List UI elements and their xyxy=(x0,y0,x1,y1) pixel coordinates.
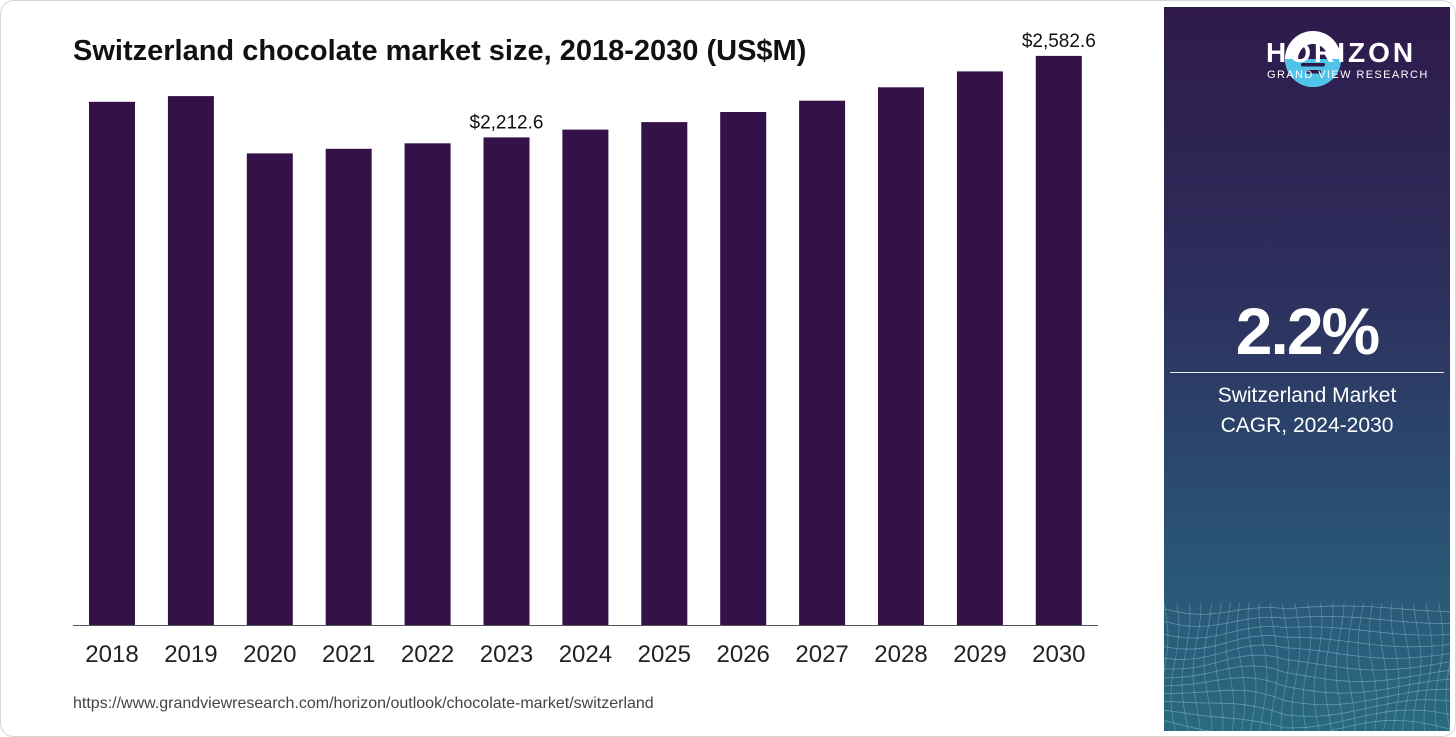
bar-chart: 2018 2019 2020 2021 2022 2023 2024 2025 2026 2027… xyxy=(73,31,1098,668)
data-label: $2,212.6 xyxy=(470,112,544,133)
bar-2020 xyxy=(246,153,293,625)
bar-2029 xyxy=(956,71,1003,625)
x-tick-label: 2022 xyxy=(401,641,454,668)
x-tick-label: 2020 xyxy=(243,641,296,668)
bar-2019 xyxy=(167,96,214,626)
x-tick-label: 2027 xyxy=(795,641,848,668)
x-tick-label: 2019 xyxy=(164,641,217,668)
x-tick-label: 2025 xyxy=(638,641,691,668)
divider xyxy=(1170,372,1444,373)
bar-2028 xyxy=(878,87,924,626)
bar-2027 xyxy=(799,100,846,625)
bar-2030 xyxy=(1035,55,1082,625)
x-tick-label: 2026 xyxy=(717,641,770,668)
brand-subtitle: GRAND VIEW RESEARCH xyxy=(1267,69,1429,81)
x-tick-label: 2029 xyxy=(953,641,1006,668)
cagr-value: 2.2% xyxy=(1235,294,1380,368)
bar-2025 xyxy=(641,122,688,625)
chart-title: Switzerland chocolate market size, 2018-… xyxy=(73,35,807,67)
brand-name: HORIZON xyxy=(1266,37,1417,68)
x-tick-label: 2018 xyxy=(85,641,138,668)
decorative-mesh-pattern xyxy=(1164,603,1450,731)
cagr-label: Switzerland Market CAGR, 2024-2030 xyxy=(1164,381,1450,441)
horizon-side-panel: HORIZON GRAND VIEW RESEARCH 2.2% Switzer… xyxy=(1164,7,1450,731)
x-tick-label: 2030 xyxy=(1032,641,1085,668)
data-label: $2,582.6 xyxy=(1022,31,1096,52)
x-tick-label: 2021 xyxy=(322,641,375,668)
x-tick-label: 2023 xyxy=(480,641,533,668)
bar-2018 xyxy=(89,101,135,626)
bar-2026 xyxy=(720,112,767,625)
bar-2023 xyxy=(483,137,530,625)
bar-2022 xyxy=(404,143,451,626)
bar-2024 xyxy=(562,129,609,625)
cagr-label-line2: CAGR, 2024-2030 xyxy=(1220,414,1394,437)
cagr-label-line1: Switzerland Market xyxy=(1217,384,1397,407)
x-tick-label: 2028 xyxy=(874,641,927,668)
x-tick-label: 2024 xyxy=(559,641,612,668)
source-url[interactable]: https://www.grandviewresearch.com/horizo… xyxy=(73,695,654,712)
horizon-sun-logo-icon xyxy=(1285,31,1341,87)
bar-2021 xyxy=(325,148,372,626)
